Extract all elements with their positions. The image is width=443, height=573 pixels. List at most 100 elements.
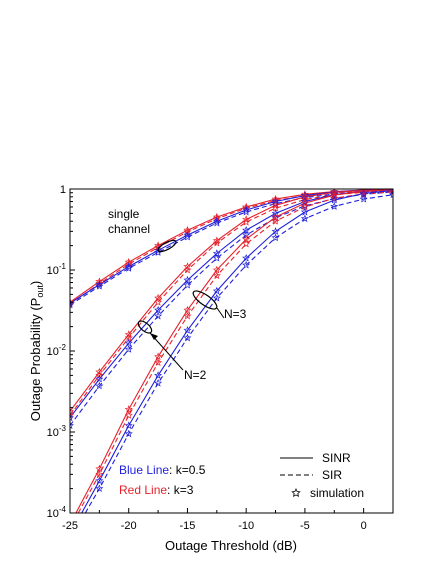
y-axis-label: Outage Probability (Pout) xyxy=(28,281,45,421)
x-tick-label: -10 xyxy=(238,520,254,532)
simulation-marker xyxy=(242,217,251,226)
annotation-n3: N=3 xyxy=(224,307,247,321)
simulation-marker xyxy=(124,339,133,347)
simulation-marker xyxy=(242,207,251,216)
simulation-marker xyxy=(70,413,74,422)
simulation-marker xyxy=(124,264,133,272)
simulation-marker xyxy=(70,421,74,430)
simulation-marker xyxy=(124,411,133,419)
simulation-marker xyxy=(212,293,221,302)
legend-sinr-label: SINR xyxy=(322,451,351,465)
simulation-marker xyxy=(242,205,251,214)
simulation-marker xyxy=(183,333,192,342)
simulation-marker xyxy=(212,218,221,227)
x-axis: -25 -20 -15 -10 -5 0 xyxy=(62,508,367,532)
simulation-marker xyxy=(95,367,104,376)
curve-N3-k3-solid xyxy=(75,189,393,513)
simulation-marker xyxy=(330,189,339,196)
simulation-marker xyxy=(124,405,133,413)
x-tick-label: -20 xyxy=(121,520,137,532)
legend-simulation-label: simulation xyxy=(310,486,364,500)
legend-simulation-marker xyxy=(291,488,301,497)
simulation-marker xyxy=(183,311,192,320)
y-axis-label-subscript: out xyxy=(35,285,45,298)
simulation-marker xyxy=(183,262,192,271)
simulation-marker xyxy=(300,214,309,223)
simulation-marker xyxy=(183,265,192,274)
color-key-red-value: : k=3 xyxy=(167,483,194,497)
simulation-marker xyxy=(183,280,192,289)
annotation-channel-line: channel xyxy=(108,222,150,236)
simulation-marker xyxy=(95,280,104,289)
curve-N3-k3-dashed xyxy=(77,191,393,513)
simulation-marker xyxy=(95,381,104,390)
y-tick-base: 10 xyxy=(47,427,59,439)
annotation-single-line: single xyxy=(108,207,140,221)
y-tick-exponent: -3 xyxy=(59,424,67,433)
simulation-marker xyxy=(183,305,192,314)
simulation-marker xyxy=(212,271,221,280)
simulation-marker xyxy=(300,198,309,207)
simulation-marker xyxy=(70,407,74,415)
simulation-marker xyxy=(271,201,280,209)
simulation-marker xyxy=(212,236,221,245)
curve-N1-k3-dashed xyxy=(70,189,393,305)
y-tick-label: 10-3 xyxy=(47,424,67,439)
simulation-marker xyxy=(359,194,368,203)
y-tick-label: 10-4 xyxy=(47,505,67,520)
simulation-marker xyxy=(212,254,221,262)
simulation-marker xyxy=(95,476,104,485)
simulation-marker xyxy=(271,233,280,242)
x-tick-label: -25 xyxy=(62,520,78,532)
simulation-marker xyxy=(124,429,133,438)
color-key-red-label: Red Line xyxy=(119,483,167,497)
y-axis: 10-410-310-210-11 xyxy=(47,184,75,520)
simulation-marker xyxy=(242,254,251,262)
simulation-marker xyxy=(154,298,163,306)
simulation-marker xyxy=(154,358,163,366)
legend: SINR SIR simulation xyxy=(280,451,364,500)
simulation-marker xyxy=(154,246,163,254)
simulation-marker xyxy=(212,286,221,295)
simulation-marker xyxy=(124,262,133,271)
simulation-marker xyxy=(70,298,74,306)
simulation-marker xyxy=(271,197,280,205)
simulation-marker xyxy=(389,190,393,199)
y-tick-label: 1 xyxy=(60,184,66,196)
simulation-marker xyxy=(242,215,251,223)
curve-N1-k0.5-dashed xyxy=(70,190,393,306)
simulation-marker xyxy=(95,282,104,290)
single-channel-ellipse xyxy=(157,239,177,253)
y-tick-label: 10-2 xyxy=(47,343,67,358)
n3-pointer-line xyxy=(216,307,225,319)
simulation-marker xyxy=(154,379,163,387)
simulation-marker xyxy=(212,238,221,247)
curve-N3-k0.5-solid xyxy=(81,189,393,513)
simulation-marker xyxy=(124,345,133,353)
simulation-marker xyxy=(389,189,393,196)
annotation-single-channel: single channel xyxy=(108,207,150,236)
simulation-marker xyxy=(300,201,309,210)
simulation-marker xyxy=(359,189,368,195)
y-tick-base: 10 xyxy=(47,508,59,520)
x-tick-label: -5 xyxy=(300,520,310,532)
simulation-marker xyxy=(183,326,192,334)
y-tick-label: 10-1 xyxy=(47,262,67,277)
curve-N2-k3-solid xyxy=(70,189,393,412)
simulation-marker xyxy=(95,374,104,383)
color-key-blue: Blue Line: k=0.5 xyxy=(119,463,206,477)
y-tick-base: 10 xyxy=(47,346,59,358)
x-tick-label: -15 xyxy=(180,520,196,532)
simulation-marker xyxy=(154,352,163,361)
y-axis-label-close: ) xyxy=(28,281,43,285)
n2-ellipse xyxy=(137,320,153,334)
simulation-marker xyxy=(212,217,221,225)
simulation-marker xyxy=(95,470,104,478)
y-tick-base: 10 xyxy=(47,265,59,277)
simulation-marker xyxy=(330,202,339,210)
color-key-blue-value: : k=0.5 xyxy=(169,463,206,477)
simulation-marker xyxy=(300,195,309,204)
simulation-marker xyxy=(95,279,104,287)
y-tick-exponent: -4 xyxy=(59,505,67,514)
